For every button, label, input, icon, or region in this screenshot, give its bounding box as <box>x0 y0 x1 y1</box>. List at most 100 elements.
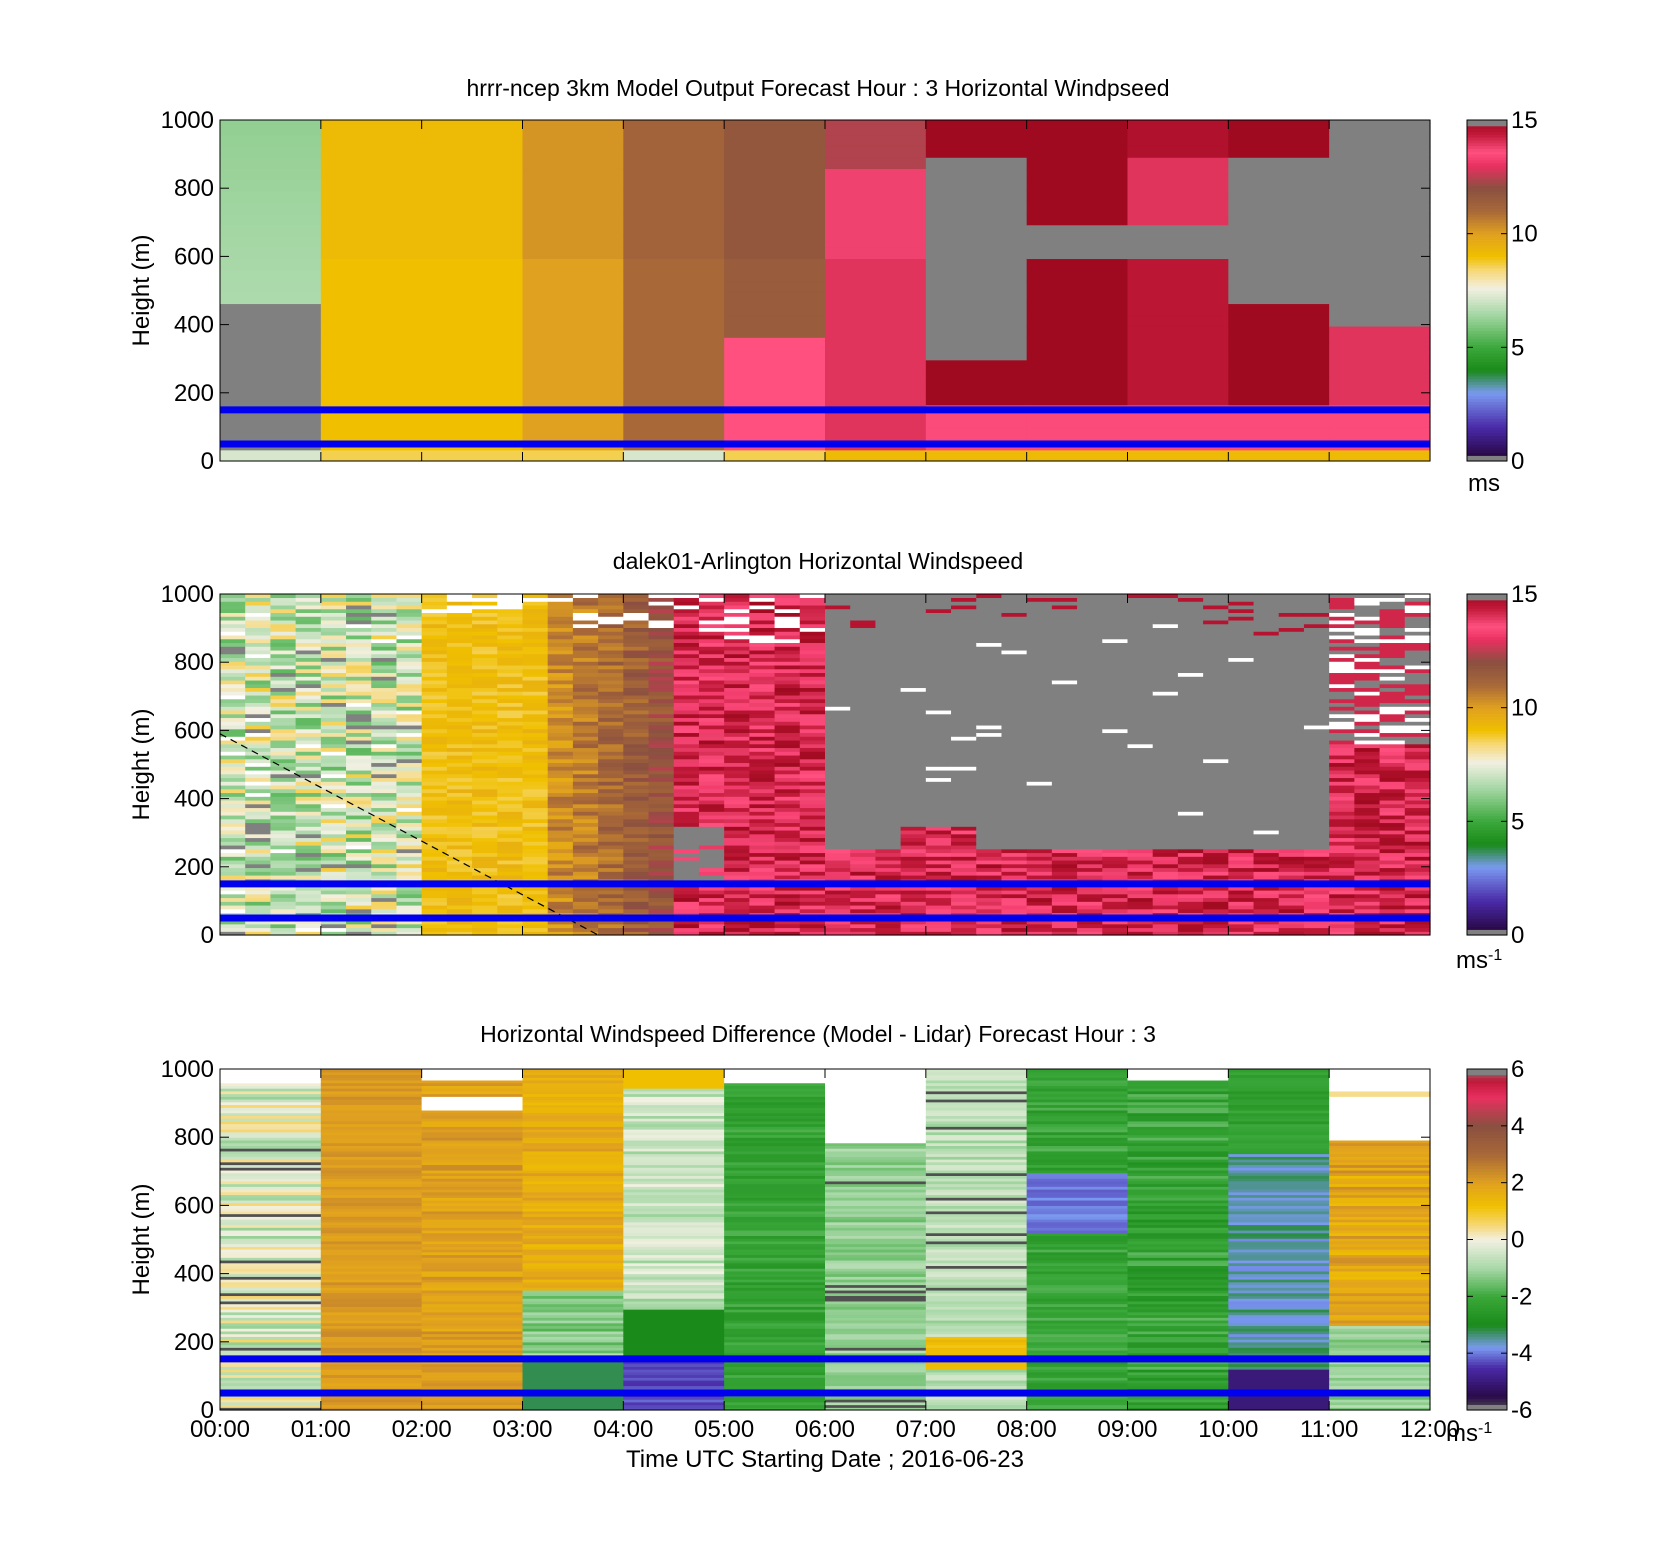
heatmap-cell <box>598 792 624 797</box>
heatmap-cell <box>572 852 599 857</box>
heatmap-cell <box>547 732 574 737</box>
heatmap-cell <box>1303 623 1330 629</box>
heatmap-cell <box>245 814 272 820</box>
heatmap-cell <box>1152 594 1179 599</box>
heatmap-cell <box>774 788 801 794</box>
y-tick-label: 1000 <box>161 107 214 134</box>
heatmap-cell <box>749 904 776 910</box>
heatmap-cell <box>749 664 776 670</box>
heatmap-cell <box>900 657 927 662</box>
heatmap-cell <box>295 732 322 737</box>
heatmap-cell <box>900 886 927 891</box>
heatmap-cell <box>320 792 347 797</box>
heatmap-cell <box>976 638 1003 644</box>
heatmap-cell <box>1152 904 1179 910</box>
heatmap-cell <box>875 634 902 640</box>
heatmap-cell <box>245 852 272 857</box>
heatmap-cell <box>1203 769 1229 775</box>
heatmap-cell <box>346 871 372 876</box>
heatmap-cell <box>320 612 347 617</box>
heatmap-cell <box>1329 642 1355 647</box>
heatmap-cell <box>925 863 952 869</box>
heatmap-cell <box>900 889 927 895</box>
heatmap-cell <box>1077 679 1103 685</box>
heatmap-cell <box>547 811 574 816</box>
heatmap-cell <box>1303 822 1330 827</box>
heatmap-cell <box>850 758 877 764</box>
heatmap-cell <box>1404 796 1431 801</box>
heatmap-cell <box>1329 897 1355 902</box>
heatmap-cell <box>1102 863 1129 869</box>
heatmap-cell <box>346 799 372 805</box>
heatmap-cell <box>346 822 372 827</box>
heatmap-cell <box>320 822 347 827</box>
heatmap-cell <box>1177 919 1204 925</box>
heatmap-cell <box>976 871 1003 876</box>
heatmap-cell <box>698 706 725 711</box>
heatmap-cell <box>1077 777 1103 782</box>
heatmap-cell <box>446 653 473 659</box>
heatmap-cell <box>1001 638 1028 644</box>
heatmap-cell <box>320 280 423 293</box>
colorbar-segment <box>1467 185 1507 189</box>
heatmap-cell <box>1102 773 1129 779</box>
heatmap-cell <box>900 638 927 644</box>
heatmap-cell <box>900 852 927 857</box>
heatmap-cell <box>1228 179 1330 192</box>
heatmap-cell <box>673 739 700 745</box>
heatmap-cell <box>547 777 574 782</box>
heatmap-cell <box>320 893 347 899</box>
heatmap-cell <box>774 732 801 737</box>
heatmap-cell <box>295 608 322 614</box>
heatmap-cell <box>648 664 675 670</box>
heatmap-cell <box>1051 889 1078 895</box>
heatmap-cell <box>1404 724 1431 730</box>
heatmap-cell <box>698 754 725 760</box>
heatmap-cell <box>951 732 977 737</box>
heatmap-cell <box>346 706 372 711</box>
colorbar-segment <box>1467 299 1507 303</box>
heatmap-cell <box>951 619 977 625</box>
heatmap-cell <box>1329 601 1355 606</box>
heatmap-cell <box>1203 736 1229 741</box>
heatmap-cell <box>648 766 675 771</box>
heatmap-cell <box>1026 627 1053 632</box>
heatmap-cell <box>245 694 272 700</box>
colorbar-segment <box>1467 370 1507 374</box>
heatmap-cell <box>270 619 297 625</box>
heatmap-cell <box>421 145 524 158</box>
heatmap-cell <box>1026 664 1053 670</box>
heatmap-cell <box>396 649 423 655</box>
heatmap-cell <box>1253 668 1280 674</box>
heatmap-cell <box>648 803 675 809</box>
heatmap-cell <box>396 664 423 670</box>
heatmap-cell <box>623 694 650 700</box>
heatmap-cell <box>446 886 473 891</box>
heatmap-cell <box>1203 702 1229 707</box>
heatmap-cell <box>799 837 826 842</box>
heatmap-cell <box>1001 766 1028 771</box>
heatmap-cell <box>522 721 549 726</box>
heatmap-cell <box>1026 931 1053 936</box>
heatmap-cell <box>1026 713 1053 719</box>
heatmap-cell <box>270 784 297 790</box>
heatmap-cell <box>976 856 1003 861</box>
heatmap-cell <box>900 788 927 794</box>
heatmap-cell <box>472 919 498 925</box>
heatmap-cell <box>1404 646 1431 651</box>
heatmap-cell <box>320 382 423 395</box>
heatmap-cell <box>1253 646 1280 651</box>
heatmap-cell <box>1228 612 1255 617</box>
heatmap-cell <box>1026 867 1053 872</box>
heatmap-cell <box>421 931 448 936</box>
heatmap-cell <box>774 893 801 899</box>
heatmap-cell <box>1102 769 1129 775</box>
heatmap-cell <box>1077 889 1103 895</box>
heatmap-cell <box>396 691 423 696</box>
heatmap-cell <box>522 337 624 350</box>
heatmap-cell <box>371 826 398 831</box>
heatmap-cell <box>850 844 877 850</box>
heatmap-cell <box>1177 664 1204 670</box>
heatmap-cell <box>825 627 851 632</box>
heatmap-cell <box>497 698 524 704</box>
